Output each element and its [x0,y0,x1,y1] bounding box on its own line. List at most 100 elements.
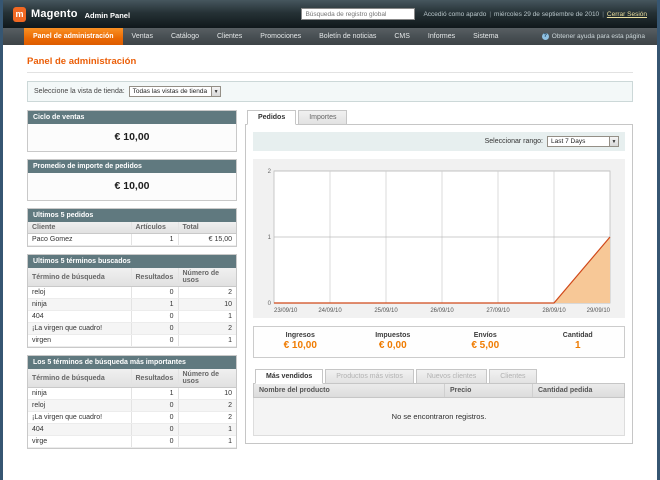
chart-tabs: Pedidos Importes [247,110,633,125]
logo-text: Magento [31,8,78,20]
svg-text:24/09/10: 24/09/10 [318,308,342,314]
column-header: Total [177,222,236,234]
header-date: miércoles 29 de septiembre de 2010 [494,10,600,18]
sales-cycle-panel: Ciclo de ventas € 10,00 [27,110,237,152]
total-label: Ingresos [285,332,315,339]
help-link[interactable]: Obtener ayuda para esta página [541,28,657,45]
table-row: Paco Gomez 1 € 15,00 [28,233,236,246]
logo-subtitle: Admin Panel [84,10,131,20]
nav-item-panel-de-administracion[interactable]: Panel de administración [24,28,123,45]
tab-pedidos[interactable]: Pedidos [247,110,297,125]
table-row: 404 0 1 [28,310,236,323]
column-header: Término de búsqueda [28,268,131,287]
total-value: € 0,00 [378,340,407,351]
column-header: Término de búsqueda [28,369,131,388]
totals-row: Ingresos € 10,00 Impuestos € 0,00 Envíos € 5,… [253,326,625,358]
total-value: € 10,00 [283,340,317,351]
sales-chart: 23/09/10 24/09/10 25/09/10 26/09/10 27/09/10… [253,159,625,318]
range-value: Last 7 Days [551,138,586,145]
svg-text:2: 2 [268,169,272,175]
nav-item-informes[interactable]: Informes [427,33,456,40]
table-row: ¡La virgen que cuadro! 0 2 [28,322,236,335]
tab-nuevos-clientes[interactable]: Nuevos clientes [415,369,488,384]
store-view-select[interactable]: Todas las vistas de tienda [128,86,222,97]
table-row: ninja 1 10 [28,298,236,311]
magento-logo-icon [13,6,26,22]
dashboard-sidebar: Ciclo de ventas € 10,00 Promedio de impo… [27,110,237,456]
column-header: Número de usos [177,268,236,287]
nav-item-boletin-de-noticias[interactable]: Boletín de noticias [319,33,377,40]
tab-productos-mas-vistos[interactable]: Productos más vistos [325,369,414,384]
grid-column-header: Precio [444,384,532,397]
chart-panel: Seleccionar rango: Last 7 Days 23/09/102… [245,124,633,444]
nav-item-sistema[interactable]: Sistema [473,33,499,40]
total-envios: Envíos € 5,00 [439,332,532,351]
column-header: Resultados [130,268,178,287]
grid-column-header: Nombre del producto [259,387,330,394]
help-link-label: Obtener ayuda para esta página [551,33,645,40]
range-select[interactable]: Last 7 Days [547,136,619,147]
svg-text:27/09/10: 27/09/10 [486,308,510,314]
top-search-terms-table: Término de búsqueda Resultados Número de u… [28,369,236,448]
sales-cycle-value: € 10,00 [28,124,236,151]
column-header: Artículos [130,222,178,234]
total-label: Envíos [473,332,497,339]
total-cantidad: Cantidad 1 [532,332,625,351]
store-switcher-bar: Seleccione la vista de tienda: Todas las… [27,81,633,102]
svg-text:0: 0 [268,301,272,307]
column-header: Número de usos [177,369,236,388]
total-label: Cantidad [562,332,593,339]
main-nav: Panel de administración Ventas Catálogo Cli… [3,28,657,45]
global-search-input[interactable] [301,8,416,20]
total-ingresos: Ingresos € 10,00 [254,332,347,351]
svg-text:26/09/10: 26/09/10 [430,308,454,314]
range-label: Seleccionar rango: [484,138,543,145]
panel-title: Ciclo de ventas [28,111,236,124]
table-row: virgen 0 1 [28,334,236,347]
top-search-terms-panel: Los 5 términos de búsqueda más important… [27,355,237,449]
svg-text:25/09/10: 25/09/10 [374,308,398,314]
panel-title: Los 5 términos de búsqueda más important… [28,356,236,369]
dashboard-main: Pedidos Importes Seleccionar rango: Last … [245,110,633,444]
panel-title: Ultimos 5 términos buscados [28,255,236,268]
tab-clientes[interactable]: Clientes [489,369,537,384]
total-value: 1 [574,340,581,351]
header-user-info: Accedió como apardo | miércoles 29 de sept… [423,10,647,18]
table-row: reloj 0 2 [28,286,236,299]
nav-item-cms[interactable]: CMS [394,33,410,40]
magento-logo: Magento Admin Panel [13,6,131,22]
table-row: 404 0 1 [28,423,236,436]
table-row: reloj 0 2 [28,399,236,412]
page-title: Panel de administración [27,56,633,73]
logged-in-as: Accedió como apardo [423,10,487,18]
chevron-down-icon [609,137,618,146]
store-view-value: Todas las vistas de tienda [132,88,208,95]
tab-mas-vendidos[interactable]: Más vendidos [255,369,324,384]
total-value: € 5,00 [471,340,500,351]
range-bar: Seleccionar rango: Last 7 Days [253,132,625,151]
last-search-terms-panel: Ultimos 5 términos buscados Término de b… [27,254,237,348]
total-label: Impuestos [375,332,411,339]
tab-importes[interactable]: Importes [298,110,348,125]
content-area: Panel de administración Seleccione la vi… [3,45,657,456]
nav-item-catalogo[interactable]: Catálogo [170,33,199,40]
panel-title: Ultimos 5 pedidos [28,209,236,222]
logout-link[interactable]: Cerrar Sesión [606,10,647,18]
nav-item-ventas[interactable]: Ventas [131,33,153,40]
chevron-down-icon [211,87,221,96]
total-impuestos: Impuestos € 0,00 [347,332,440,351]
nav-item-clientes[interactable]: Clientes [216,33,243,40]
products-grid-header: Nombre del producto Precio Cantidad pedida [253,383,625,398]
average-order-panel: Promedio de importe de pedidos € 10,00 [27,159,237,201]
svg-text:29/09/10: 29/09/10 [587,308,611,314]
svg-text:1: 1 [268,235,272,241]
report-tabs: Más vendidos Productos más vistos Nuevos c… [255,369,625,384]
svg-text:28/09/10: 28/09/10 [542,308,566,314]
nav-items: Panel de administración Ventas Catálogo Cli… [24,28,507,45]
nav-item-promociones[interactable]: Promociones [260,33,302,40]
top-header: Magento Admin Panel Accedió como apardo|… [3,0,657,28]
column-header: Cliente [28,222,131,234]
column-header: Resultados [130,369,178,388]
last-orders-table: Cliente Artículos Total Paco Gomez 1 € 15,00 [28,222,236,246]
